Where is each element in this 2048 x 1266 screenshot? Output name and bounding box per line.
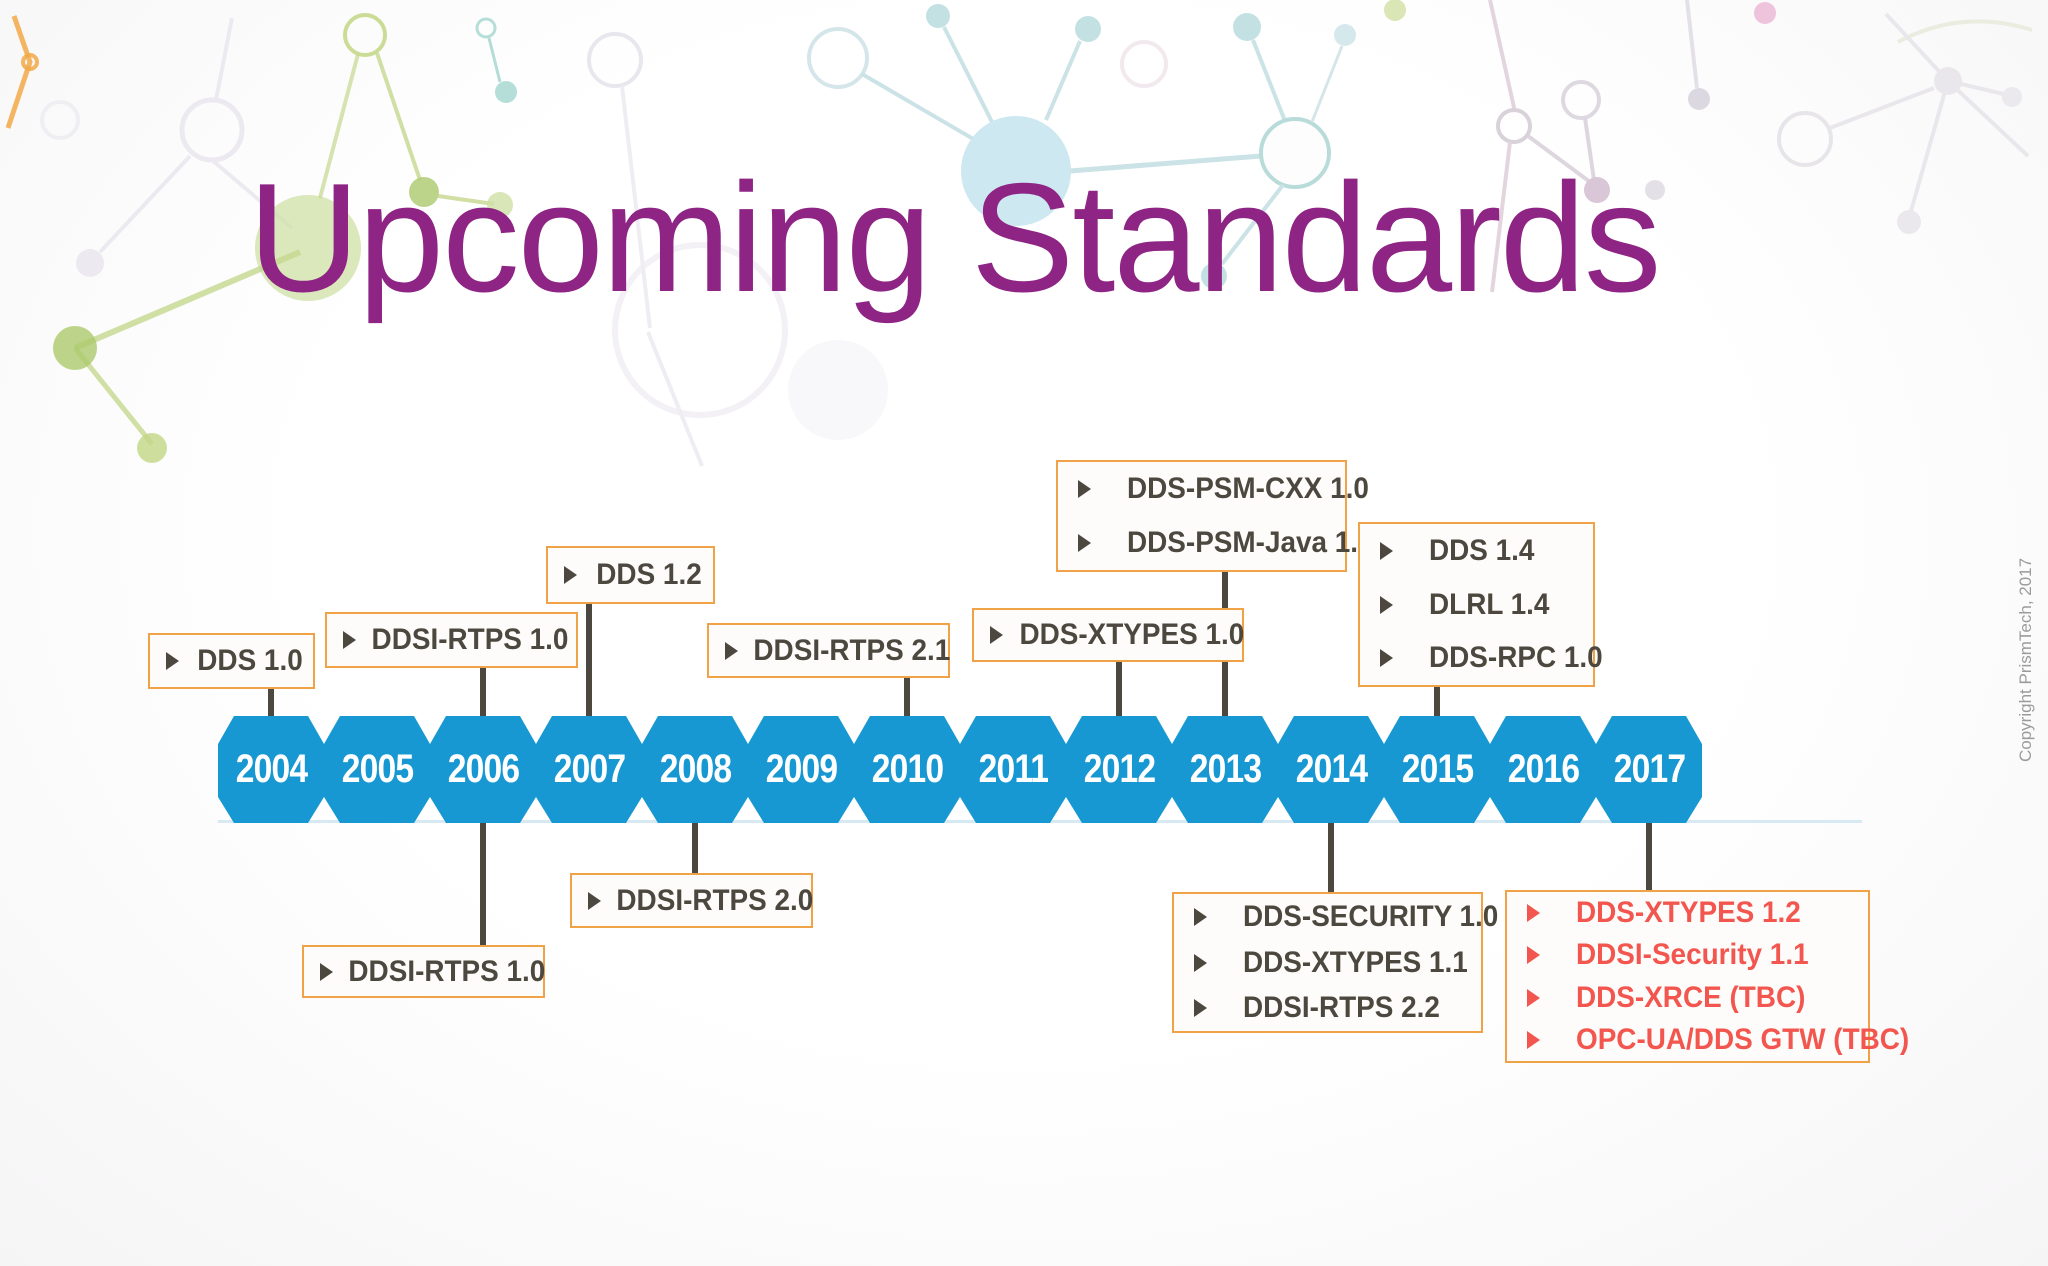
callout-item: DDS-RPC 1.0 [1429, 641, 1603, 675]
callout-ddsi-rtps-1-0-bottom: DDSI-RTPS 1.0 [302, 945, 545, 998]
timeline-segment-2005: 2005 [324, 716, 430, 823]
triangle-bullet-icon [990, 626, 1003, 644]
timeline: 2004 2005 2006 2007 2008 2009 2010 2011 … [218, 716, 1702, 823]
connector-line [1328, 820, 1334, 894]
timeline-segment-2008: 2008 [642, 716, 748, 823]
triangle-bullet-icon [564, 566, 577, 584]
callout-ddsi-rtps-2-0: DDSI-RTPS 2.0 [570, 873, 813, 928]
connector-line [904, 675, 910, 722]
triangle-bullet-icon [320, 962, 333, 981]
copyright-note: Copyright PrismTech, 2017 [2016, 557, 2035, 762]
year-label: 2004 [235, 747, 307, 791]
slide-title: Upcoming Standards [248, 151, 1661, 324]
year-label: 2011 [978, 747, 1048, 791]
callout-dds-1-4-group: DDS 1.4 DLRL 1.4 DDS-RPC 1.0 [1358, 522, 1603, 687]
triangle-bullet-icon [1380, 649, 1393, 668]
triangle-bullet-icon [1380, 541, 1393, 560]
callout-dds-psm-group: DDS-PSM-CXX 1.0 DDS-PSM-Java 1.0 [1056, 460, 1374, 572]
year-label: 2013 [1189, 747, 1261, 791]
timeline-segment-2011: 2011 [960, 716, 1066, 823]
timeline-segment-2007: 2007 [536, 716, 642, 823]
connector-line [268, 686, 274, 722]
callout-item: DDSI-RTPS 2.0 [616, 883, 814, 917]
connector-line [1646, 820, 1652, 892]
callout-item: DDSI-RTPS 1.0 [371, 623, 569, 656]
triangle-bullet-icon [1078, 480, 1091, 498]
timeline-segment-2006: 2006 [430, 716, 536, 823]
callout-dds-1-2: DDS 1.2 [546, 546, 715, 604]
callout-item: DDS-PSM-Java 1.0 [1127, 526, 1374, 559]
year-label: 2015 [1401, 747, 1473, 791]
triangle-bullet-icon [166, 652, 179, 670]
callout-dds-1-0: DDS 1.0 [148, 633, 315, 689]
timeline-segment-2012: 2012 [1066, 716, 1172, 823]
callout-item: DDS 1.0 [197, 644, 303, 677]
triangle-bullet-icon [1527, 904, 1540, 923]
callout-item: DDS-SECURITY 1.0 [1243, 899, 1499, 933]
callout-item: DDS-XTYPES 1.1 [1243, 945, 1468, 979]
triangle-bullet-icon [1380, 595, 1393, 614]
timeline-segment-2017: 2017 [1596, 716, 1702, 823]
triangle-bullet-icon [1527, 946, 1540, 965]
year-label: 2016 [1507, 747, 1579, 791]
connector-line [480, 665, 486, 722]
connector-line [1116, 659, 1122, 722]
connector-line [692, 820, 698, 875]
callout-item: DDS 1.2 [596, 558, 702, 591]
background-network-graphic [5, 0, 2033, 467]
connector-line [480, 820, 486, 947]
year-label: 2007 [553, 747, 625, 791]
year-label: 2012 [1083, 747, 1155, 791]
triangle-bullet-icon [1527, 1030, 1540, 1049]
callout-item: DDSI-RTPS 2.1 [753, 633, 951, 667]
triangle-bullet-icon [1527, 988, 1540, 1007]
year-label: 2006 [447, 747, 519, 791]
triangle-bullet-icon [1078, 534, 1091, 552]
callout-item: DLRL 1.4 [1429, 587, 1550, 621]
callout-upcoming-standards-group: DDS-XTYPES 1.2 DDSI-Security 1.1 DDS-XRC… [1505, 890, 1909, 1063]
timeline-segment-2004: 2004 [218, 716, 324, 823]
timeline-segment-2013: 2013 [1172, 716, 1278, 823]
triangle-bullet-icon [343, 631, 356, 649]
year-label: 2009 [765, 747, 837, 791]
callout-item: DDS-XTYPES 1.2 [1576, 896, 1801, 930]
year-label: 2014 [1295, 747, 1367, 791]
callout-item: OPC-UA/DDS GTW (TBC) [1576, 1022, 1910, 1056]
timeline-segment-2010: 2010 [854, 716, 960, 823]
callout-item: DDS-XTYPES 1.0 [1019, 618, 1245, 651]
triangle-bullet-icon [1194, 999, 1207, 1018]
callout-item: DDSI-RTPS 2.2 [1243, 991, 1440, 1025]
callout-item: DDS-XRCE (TBC) [1576, 980, 1806, 1014]
timeline-segment-2016: 2016 [1490, 716, 1596, 823]
triangle-bullet-icon [588, 891, 601, 910]
callout-dds-security-group: DDS-SECURITY 1.0 DDS-XTYPES 1.1 DDSI-RTP… [1172, 892, 1498, 1033]
callout-ddsi-rtps-2-1: DDSI-RTPS 2.1 [707, 623, 950, 678]
year-label: 2005 [341, 747, 413, 791]
callout-dds-xtypes-1-0: DDS-XTYPES 1.0 [972, 608, 1244, 662]
callout-item: DDS-PSM-CXX 1.0 [1127, 472, 1369, 505]
year-label: 2010 [871, 747, 943, 791]
callout-item: DDSI-Security 1.1 [1576, 938, 1809, 972]
callout-item: DDSI-RTPS 1.0 [348, 954, 546, 988]
connector-line [586, 601, 592, 722]
triangle-bullet-icon [1194, 953, 1207, 972]
triangle-bullet-icon [725, 641, 738, 660]
year-label: 2017 [1613, 747, 1685, 791]
triangle-bullet-icon [1194, 907, 1207, 926]
timeline-segment-2014: 2014 [1278, 716, 1384, 823]
timeline-segment-2009: 2009 [748, 716, 854, 823]
timeline-segment-2015: 2015 [1384, 716, 1490, 823]
callout-ddsi-rtps-1-0-top: DDSI-RTPS 1.0 [325, 612, 578, 668]
year-label: 2008 [659, 747, 731, 791]
connector-line [1434, 684, 1440, 722]
callout-item: DDS 1.4 [1429, 533, 1535, 567]
